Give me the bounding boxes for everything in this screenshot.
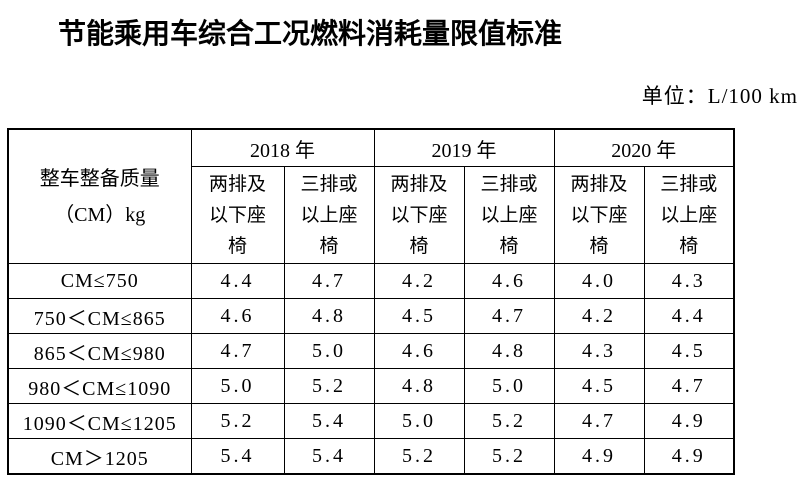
seat-header-row: 两排及 以下座 椅 三排或 以上座 椅 两排及 以下座 椅 三排或 以上座 椅 …	[8, 166, 735, 264]
limit-value-cell: 4.7	[190, 333, 285, 369]
seat-header-2018-three-rows: 三排或 以上座 椅	[283, 166, 375, 264]
table-row: 1090＜CM≤1205 5.2 5.4 5.0 5.2 4.7 4.9	[7, 403, 735, 439]
limit-value-cell: 4.2	[373, 263, 465, 299]
unit-label: 单位：L/100 km	[641, 84, 798, 108]
limit-value-cell: 4.7	[463, 298, 555, 334]
fuel-limit-table: 整车整备质量 （CM）kg 2018 年 2019 年 2020 年 两排及 以…	[7, 128, 735, 475]
limit-value-cell: 4.6	[190, 298, 285, 334]
seat-header-2020-three-rows: 三排或 以上座 椅	[643, 166, 735, 264]
limit-value-cell: 5.2	[373, 438, 465, 475]
limit-value-cell: 4.7	[553, 403, 645, 439]
limit-value-cell: 5.0	[373, 403, 465, 439]
limit-value-cell: 5.4	[283, 438, 375, 475]
mass-range-cell: 1090＜CM≤1205	[7, 403, 192, 439]
limit-value-cell: 4.8	[283, 298, 375, 334]
table-row: CM≤750 4.4 4.7 4.2 4.6 4.0 4.3	[7, 263, 735, 299]
limit-value-cell: 5.2	[463, 438, 555, 475]
limit-value-cell: 5.0	[463, 368, 555, 404]
limit-value-cell: 4.5	[373, 298, 465, 334]
table-row: 980＜CM≤1090 5.0 5.2 4.8 5.0 4.5 4.7	[7, 368, 735, 404]
limit-value-cell: 5.0	[190, 368, 285, 404]
mass-range-cell: CM≤750	[7, 263, 192, 299]
table-row: CM＞1205 5.4 5.4 5.2 5.2 4.9 4.9	[7, 438, 735, 475]
limit-value-cell: 5.4	[283, 403, 375, 439]
limit-value-cell: 4.4	[190, 263, 285, 299]
mass-range-cell: 750＜CM≤865	[7, 298, 192, 334]
limit-value-cell: 4.6	[463, 263, 555, 299]
year-header-row: 整车整备质量 （CM）kg 2018 年 2019 年 2020 年	[7, 128, 735, 264]
limit-value-cell: 4.9	[553, 438, 645, 475]
limit-value-cell: 4.7	[643, 368, 735, 404]
seat-header-2019-two-rows: 两排及 以下座 椅	[373, 166, 465, 264]
seat-header-2019-three-rows: 三排或 以上座 椅	[463, 166, 555, 264]
limit-value-cell: 4.5	[643, 333, 735, 369]
limit-value-cell: 4.5	[553, 368, 645, 404]
mass-column-header: 整车整备质量 （CM）kg	[7, 128, 192, 264]
mass-range-cell: 980＜CM≤1090	[7, 368, 192, 404]
mass-range-cell: 865＜CM≤980	[7, 333, 192, 369]
year-header-2019: 2019 年	[373, 128, 555, 167]
year-header-2018: 2018 年	[190, 128, 375, 167]
limit-value-cell: 4.0	[553, 263, 645, 299]
limit-value-cell: 4.9	[643, 438, 735, 475]
limit-value-cell: 5.2	[283, 368, 375, 404]
limit-value-cell: 4.3	[553, 333, 645, 369]
limit-value-cell: 4.3	[643, 263, 735, 299]
limit-value-cell: 5.0	[283, 333, 375, 369]
limit-value-cell: 4.4	[643, 298, 735, 334]
limit-value-cell: 4.7	[283, 263, 375, 299]
mass-range-cell: CM＞1205	[7, 438, 192, 475]
seat-header-2020-two-rows: 两排及 以下座 椅	[553, 166, 645, 264]
limit-value-cell: 5.4	[190, 438, 285, 475]
limit-value-cell: 4.8	[373, 368, 465, 404]
limit-value-cell: 4.9	[643, 403, 735, 439]
year-header-2020: 2020 年	[553, 128, 735, 167]
seat-header-2018-two-rows: 两排及 以下座 椅	[190, 166, 285, 264]
limit-value-cell: 5.2	[463, 403, 555, 439]
limit-value-cell: 5.2	[190, 403, 285, 439]
limit-value-cell: 4.6	[373, 333, 465, 369]
table-row: 865＜CM≤980 4.7 5.0 4.6 4.8 4.3 4.5	[7, 333, 735, 369]
limit-value-cell: 4.8	[463, 333, 555, 369]
page-title: 节能乘用车综合工况燃料消耗量限值标准	[58, 17, 563, 50]
limit-value-cell: 4.2	[553, 298, 645, 334]
table-row: 750＜CM≤865 4.6 4.8 4.5 4.7 4.2 4.4	[7, 298, 735, 334]
